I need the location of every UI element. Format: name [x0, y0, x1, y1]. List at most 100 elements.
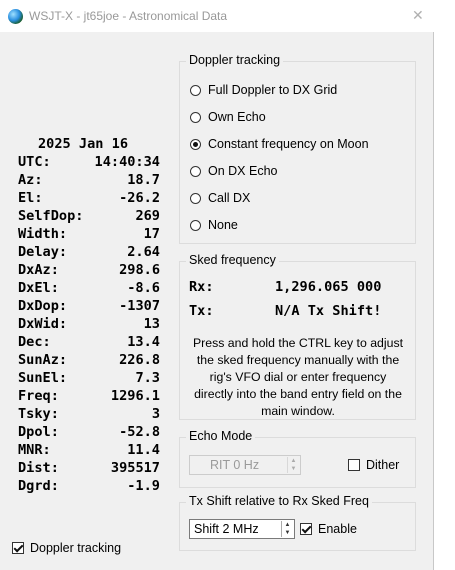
radio-button-selected-icon[interactable]: [190, 138, 201, 150]
doppler-tracking-checkbox-row[interactable]: Doppler tracking: [12, 541, 121, 555]
astro-value: 11.4: [127, 442, 160, 458]
astro-label: Freq:: [18, 388, 59, 404]
astro-label: DxWid:: [18, 316, 68, 332]
doppler-tracking-group: Doppler tracking Full Doppler to DX Grid…: [179, 53, 416, 244]
window-title: WSJT-X - jt65joe - Astronomical Data: [29, 9, 228, 23]
spin-arrows-icon[interactable]: ▲ ▼: [281, 521, 293, 537]
radio-button-icon[interactable]: [190, 165, 201, 177]
sked-frequency-title: Sked frequency: [186, 253, 279, 267]
astro-row-dgrd: Dgrd: -1.9: [18, 478, 160, 496]
tx-shift-group: Tx Shift relative to Rx Sked Freq Shift …: [179, 494, 416, 551]
radio-label: Full Doppler to DX Grid: [208, 83, 338, 97]
astro-value: 395517: [110, 460, 160, 476]
astro-label: SunAz:: [18, 352, 68, 368]
astro-row-utc: UTC: 14:40:34: [18, 154, 160, 172]
tx-shift-spinbox[interactable]: Shift 2 MHz ▲ ▼: [189, 519, 295, 539]
astro-row-dxel: DxEl: -8.6: [18, 280, 160, 298]
astro-row-dxwid: DxWid: 13: [18, 316, 160, 334]
sked-rx-label: Rx:: [189, 279, 214, 295]
dither-label: Dither: [366, 458, 400, 472]
echo-mode-title: Echo Mode: [186, 429, 256, 443]
rit-value: RIT 0 Hz: [210, 458, 260, 472]
astro-row-dist: Dist: 395517: [18, 460, 160, 478]
astro-row-dpol: Dpol: -52.8: [18, 424, 160, 442]
astro-row-el: El: -26.2: [18, 190, 160, 208]
radio-on-dx-echo[interactable]: On DX Echo: [190, 162, 277, 180]
astro-label: DxDop:: [18, 298, 68, 314]
radio-constant-frequency[interactable]: Constant frequency on Moon: [190, 135, 369, 153]
astro-value: 18.7: [127, 172, 160, 188]
astronomical-data-window: WSJT-X - jt65joe - Astronomical Data ✕ 2…: [0, 0, 434, 570]
astro-label: Width:: [18, 226, 68, 242]
astro-label: Dist:: [18, 460, 59, 476]
astro-value: 269: [135, 208, 160, 224]
radio-call-dx[interactable]: Call DX: [190, 189, 250, 207]
dither-checkbox-icon[interactable]: [348, 459, 360, 471]
astro-value: -52.8: [119, 424, 160, 440]
astro-row-dec: Dec: 13.4: [18, 334, 160, 352]
astro-row-width: Width: 17: [18, 226, 160, 244]
sked-rx-value: 1,296.065 000: [275, 279, 382, 295]
astro-date: 2025 Jan 16: [38, 136, 129, 152]
astro-row-sunel: SunEl: 7.3: [18, 370, 160, 388]
astro-row-dxaz: DxAz: 298.6: [18, 262, 160, 280]
astro-label: DxAz:: [18, 262, 59, 278]
astro-value: 1296.1: [110, 388, 160, 404]
astro-row-selfdop: SelfDop: 269: [18, 208, 160, 226]
radio-button-icon[interactable]: [190, 84, 201, 96]
astro-value: -8.6: [127, 280, 160, 296]
astro-label: SelfDop:: [18, 208, 84, 224]
radio-own-echo[interactable]: Own Echo: [190, 108, 266, 126]
astro-value: 298.6: [119, 262, 160, 278]
radio-full-doppler[interactable]: Full Doppler to DX Grid: [190, 81, 337, 99]
astro-label: Az:: [18, 172, 43, 188]
astro-row-delay: Delay: 2.64: [18, 244, 160, 262]
tx-shift-value: Shift 2 MHz: [194, 522, 259, 536]
radio-label: Call DX: [208, 191, 251, 205]
astro-value: 226.8: [119, 352, 160, 368]
radio-button-icon[interactable]: [190, 219, 201, 231]
astro-value: 2.64: [127, 244, 160, 260]
echo-mode-group: Echo Mode RIT 0 Hz ▲ ▼ Dither: [179, 429, 416, 488]
astro-value: 14:40:34: [94, 154, 160, 170]
radio-none[interactable]: None: [190, 216, 238, 234]
spin-arrows-icon: ▲ ▼: [287, 457, 299, 473]
dither-checkbox-row[interactable]: Dither: [348, 458, 399, 472]
radio-button-icon[interactable]: [190, 192, 201, 204]
enable-checkbox-checked-icon[interactable]: [300, 523, 312, 535]
radio-label: None: [208, 218, 238, 232]
title-bar: WSJT-X - jt65joe - Astronomical Data ✕: [0, 0, 434, 32]
sked-frequency-group: Sked frequency Rx: 1,296.065 000 Tx: N/A T…: [179, 253, 416, 420]
sked-tx-value: N/A Tx Shift!: [275, 303, 382, 319]
astro-value: -1307: [119, 298, 160, 314]
radio-label: Own Echo: [208, 110, 266, 124]
astro-label: DxEl:: [18, 280, 59, 296]
astro-value: -26.2: [119, 190, 160, 206]
astro-label: Dgrd:: [18, 478, 59, 494]
doppler-tracking-title: Doppler tracking: [186, 53, 284, 67]
rit-spinbox: RIT 0 Hz ▲ ▼: [189, 455, 301, 475]
sked-help-text: Press and hold the CTRL key to adjust th…: [192, 336, 404, 418]
astro-value: 13.4: [127, 334, 160, 350]
astro-value: -1.9: [127, 478, 160, 494]
astro-label: SunEl:: [18, 370, 68, 386]
astro-label: Dpol:: [18, 424, 59, 440]
astro-row-dxdop: DxDop: -1307: [18, 298, 160, 316]
astro-value: 7.3: [135, 370, 160, 386]
astro-row-mnr: MNR: 11.4: [18, 442, 160, 460]
close-icon[interactable]: ✕: [412, 7, 424, 23]
tx-shift-title: Tx Shift relative to Rx Sked Freq: [186, 494, 372, 508]
doppler-tracking-checkbox-icon[interactable]: [12, 542, 24, 554]
astro-label: Tsky:: [18, 406, 59, 422]
astro-label: UTC:: [18, 154, 51, 170]
astro-row-tsky: Tsky: 3: [18, 406, 160, 424]
radio-button-icon[interactable]: [190, 111, 201, 123]
astro-row-freq: Freq: 1296.1: [18, 388, 160, 406]
enable-checkbox-row[interactable]: Enable: [300, 522, 357, 536]
astro-label: Delay:: [18, 244, 68, 260]
radio-label: Constant frequency on Moon: [208, 137, 369, 151]
astro-row-sunaz: SunAz: 226.8: [18, 352, 160, 370]
sked-tx-label: Tx:: [189, 303, 214, 319]
astro-row-az: Az: 18.7: [18, 172, 160, 190]
astro-label: MNR:: [18, 442, 51, 458]
